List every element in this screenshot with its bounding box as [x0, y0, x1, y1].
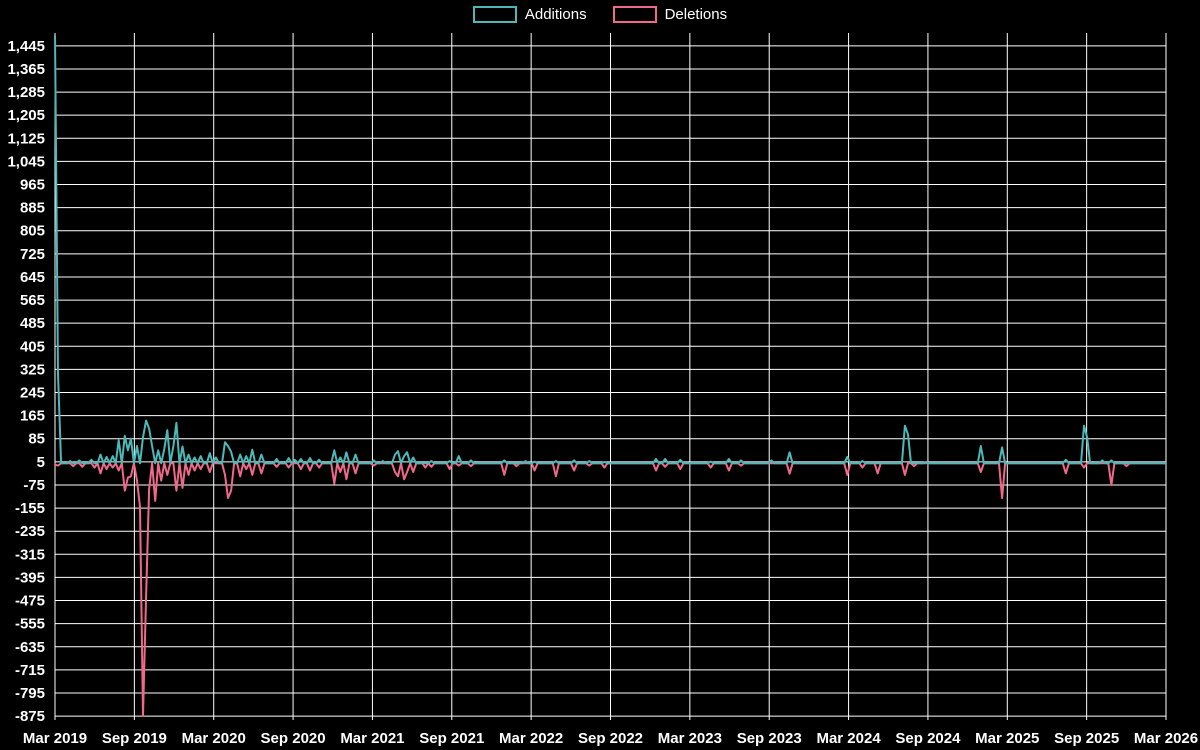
x-tick-label: Sep 2021: [419, 730, 484, 747]
x-tick-label: Mar 2024: [816, 730, 881, 747]
additions-swatch: [472, 6, 517, 23]
y-tick-label: 885: [20, 200, 45, 217]
y-tick-label: 1,445: [7, 38, 45, 55]
x-tick-label: Mar 2021: [340, 730, 404, 747]
deletions-swatch: [612, 6, 657, 23]
additions-legend-label: Additions: [524, 6, 587, 23]
y-tick-label: 325: [20, 361, 45, 378]
additions-line: [54, 35, 1166, 465]
y-tick-label: 645: [20, 269, 45, 286]
y-tick-label: 805: [20, 223, 45, 240]
y-tick-label: -75: [23, 477, 45, 494]
y-tick-label: 1,285: [7, 84, 45, 101]
y-tick-label: -715: [15, 662, 45, 679]
x-tick-label: Sep 2019: [102, 730, 167, 747]
y-tick-label: -395: [15, 569, 45, 586]
x-tick-label: Mar 2020: [182, 730, 246, 747]
y-tick-label: 485: [20, 315, 45, 332]
y-tick-label: 165: [20, 408, 45, 425]
y-tick-label: -555: [15, 616, 45, 633]
y-tick-label: -875: [15, 708, 45, 725]
y-tick-label: -795: [15, 685, 45, 702]
y-tick-label: 1,205: [7, 107, 45, 124]
x-tick-label: Mar 2023: [658, 730, 722, 747]
y-tick-label: 1,125: [7, 130, 45, 147]
y-tick-label: 1,045: [7, 153, 45, 170]
x-tick-label: Sep 2022: [578, 730, 643, 747]
x-tick-label: Sep 2020: [261, 730, 326, 747]
x-tick-label: Mar 2026: [1134, 730, 1198, 747]
x-tick-label: Sep 2025: [1054, 730, 1119, 747]
y-tick-label: 965: [20, 177, 45, 194]
y-tick-label: 245: [20, 385, 45, 402]
y-tick-label: -155: [15, 500, 45, 517]
y-tick-label: -315: [15, 546, 45, 563]
y-tick-label: 1,365: [7, 61, 45, 78]
x-tick-label: Sep 2024: [895, 730, 961, 747]
legend-item-additions[interactable]: Additions: [472, 6, 587, 23]
x-tick-label: Mar 2019: [23, 730, 87, 747]
legend-item-deletions[interactable]: Deletions: [612, 6, 728, 23]
y-tick-label: 565: [20, 292, 45, 309]
x-tick-label: Sep 2023: [737, 730, 802, 747]
y-tick-label: 405: [20, 338, 45, 355]
chart-legend: Additions Deletions: [0, 6, 1200, 23]
y-tick-label: 85: [28, 431, 45, 448]
y-tick-label: 725: [20, 246, 45, 263]
y-tick-label: -475: [15, 593, 45, 610]
y-tick-label: 5: [37, 454, 45, 471]
x-tick-label: Mar 2025: [975, 730, 1039, 747]
x-tick-label: Mar 2022: [499, 730, 563, 747]
y-tick-label: -235: [15, 523, 45, 540]
deletions-legend-label: Deletions: [664, 6, 728, 23]
y-tick-label: -635: [15, 639, 45, 656]
